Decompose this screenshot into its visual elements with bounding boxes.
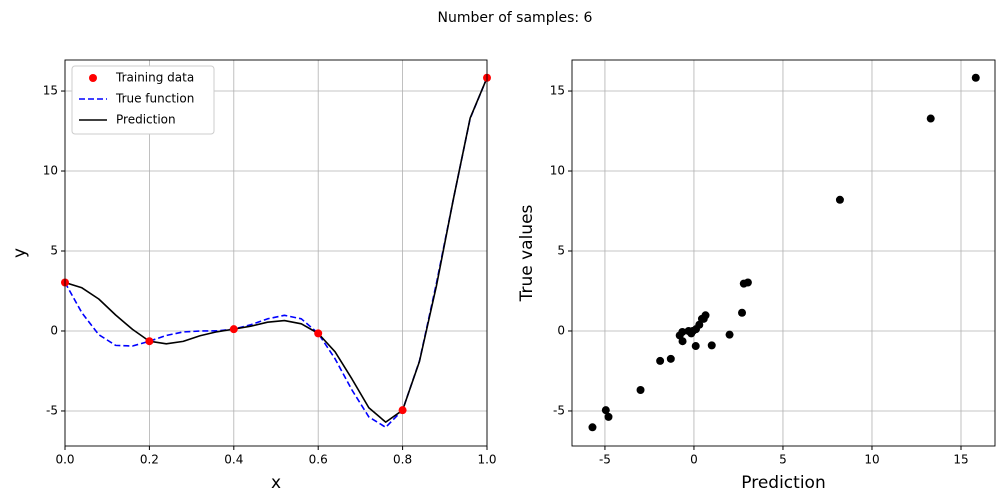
x-axis-label: x [271,473,281,493]
y-tick-label: -5 [46,403,58,417]
y-tick-label: 10 [43,164,58,178]
x-tick-label: 0.6 [309,453,328,467]
scatter-point [656,356,665,365]
x-tick-label: -5 [599,453,611,467]
series-line [65,77,487,423]
plot-area [65,77,487,429]
legend-label: Prediction [116,113,176,127]
y-axis-label: y [10,248,30,258]
scatter-point [835,195,844,204]
scatter-point [707,341,716,350]
x-tick-label: 0.0 [55,453,74,467]
axes-frame [571,59,996,447]
x-tick-label: 0.2 [140,453,159,467]
legend-label: True function [115,92,194,106]
figure-title: Number of samples: 6 [438,10,593,26]
legend-label: Training data [115,71,194,85]
scatter-point [926,114,935,123]
scatter-point [971,73,980,82]
y-tick-label: 15 [43,84,58,98]
y-tick-label: 5 [557,244,565,258]
x-axis-label: Prediction [741,473,825,493]
scatter-point [738,308,747,317]
x-tick-label: 5 [779,453,787,467]
y-tick-label: 5 [50,244,58,258]
y-tick-label: 15 [550,84,565,98]
scatter-point [725,330,734,339]
scatter-point [636,386,645,395]
scatter-point [687,329,696,338]
y-tick-label: 10 [550,164,565,178]
legend-box [71,65,215,135]
x-tick-label: 0.4 [224,453,243,467]
axes-frame [64,59,488,447]
legend-marker [89,74,97,82]
scatter-point [666,354,675,363]
x-tick-label: 1.0 [477,453,496,467]
y-tick-label: -5 [553,403,565,417]
y-axis-label: True values [517,204,537,302]
scatter-point [678,327,687,336]
x-tick-label: 0 [690,453,698,467]
x-tick-label: 10 [864,453,879,467]
training-point [314,329,323,338]
scatter-point [588,423,597,432]
y-tick-label: 0 [50,323,58,337]
y-tick-label: 0 [557,323,565,337]
scatter-point [601,406,610,415]
x-tick-label: 0.8 [393,453,412,467]
scatter-point [604,412,613,421]
training-point [229,325,238,334]
scatter-point [697,314,706,323]
scatter-point [739,279,748,288]
plot-area [588,73,980,432]
x-tick-label: 15 [953,453,968,467]
training-point [145,337,154,346]
scatter-point [691,342,700,351]
training-point [398,406,407,415]
